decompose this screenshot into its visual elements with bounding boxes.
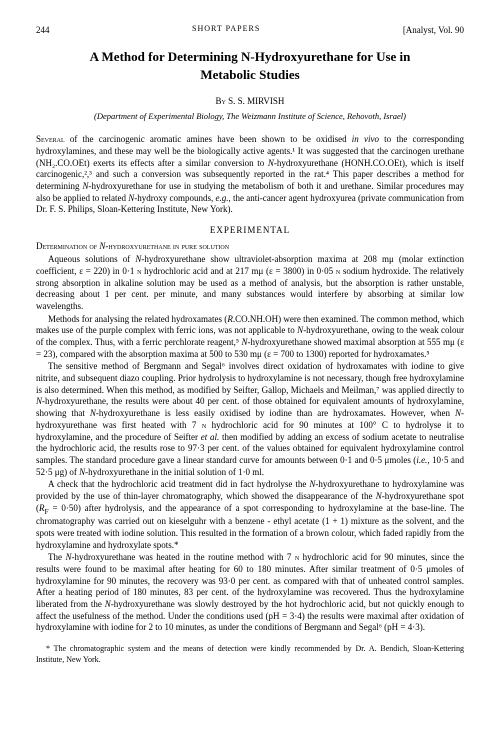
article-title: A Method for Determining N-Hydroxyuretha… [36, 48, 464, 84]
paragraph-5: The N-hydroxyurethane was heated in the … [36, 552, 464, 634]
header-section: SHORT PAPERS [192, 24, 260, 36]
paragraph-1: Aqueous solutions of N-hydroxyurethane s… [36, 254, 464, 312]
subhead-determination: Determination of N-hydroxyurethane in pu… [36, 240, 464, 252]
header-citation: [Analyst, Vol. 90 [403, 24, 464, 36]
intro-paragraph: Several of the carcinogenic aromatic ami… [36, 134, 464, 216]
title-line-2: Metabolic Studies [200, 67, 299, 82]
author-byline: By S. S. MIRVISH [36, 95, 464, 107]
paragraph-3: The sensitive method of Bergmann and Seg… [36, 361, 464, 478]
title-line-1: A Method for Determining N-Hydroxyuretha… [90, 49, 411, 64]
section-experimental: EXPERIMENTAL [36, 224, 464, 236]
author-affiliation: (Department of Experimental Biology, The… [36, 111, 464, 122]
running-header: 244 SHORT PAPERS [Analyst, Vol. 90 [36, 24, 464, 36]
page-number: 244 [36, 24, 50, 36]
footnote: * The chromatographic system and the mea… [36, 644, 464, 666]
intro-text: of the carcinogenic aromatic amines have… [36, 134, 464, 214]
paragraph-4: A check that the hydrochloric acid treat… [36, 479, 464, 551]
paragraph-2: Methods for analysing the related hydrox… [36, 314, 464, 361]
